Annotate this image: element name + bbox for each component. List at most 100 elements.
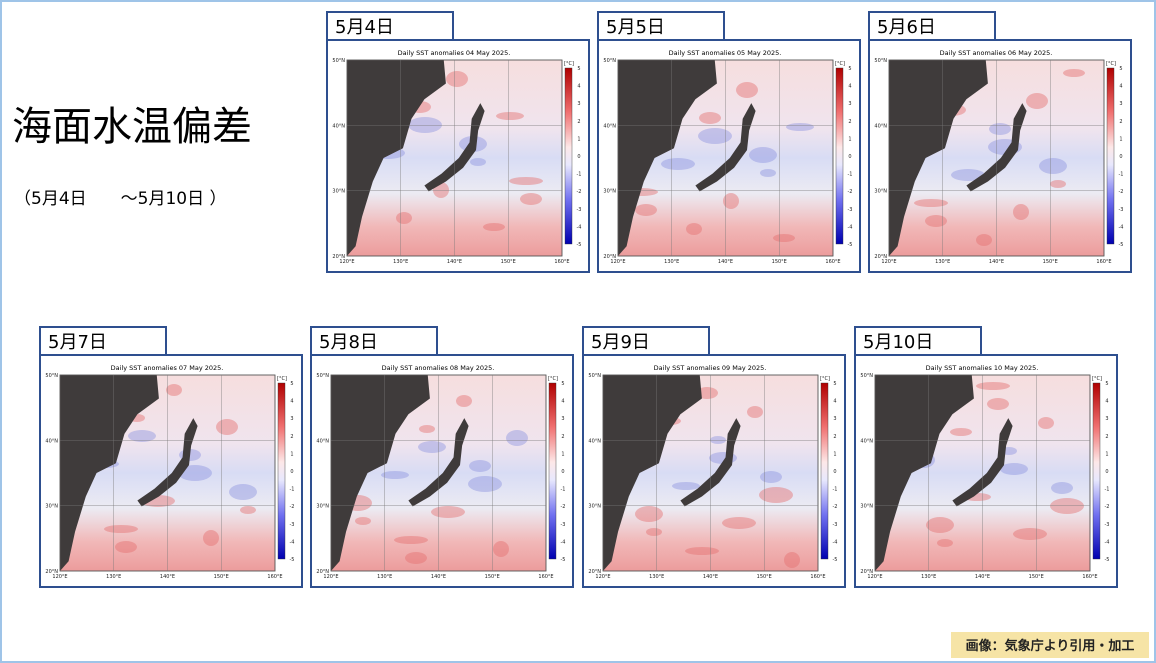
lon-label: 140°E: [975, 574, 990, 580]
lon-label: 130°E: [393, 259, 408, 265]
lat-label: 20°N: [588, 569, 601, 575]
anomaly-patch: [229, 484, 257, 500]
anomaly-patch: [950, 428, 972, 436]
lon-label: 140°E: [989, 259, 1004, 265]
colorbar-tick-label: -2: [561, 504, 566, 510]
colorbar-tick-label: -1: [1119, 172, 1124, 178]
map-title: Daily SST anomalies 06 May 2025.: [940, 49, 1053, 57]
anomaly-patch: [493, 541, 509, 557]
colorbar-tick-label: 3: [833, 416, 836, 422]
lat-label: 40°N: [316, 438, 329, 444]
lon-label: 120°E: [339, 259, 354, 265]
land: [875, 375, 974, 571]
lat-label: 50°N: [45, 373, 58, 379]
map-title: Daily SST anomalies 08 May 2025.: [382, 364, 495, 372]
anomaly-patch: [496, 112, 524, 120]
colorbar-tick-label: 0: [1105, 469, 1108, 475]
anomaly-patch: [685, 547, 719, 555]
colorbar-tick-label: 0: [833, 469, 836, 475]
anomaly-patch: [925, 215, 947, 227]
colorbar-tick-label: -2: [848, 189, 853, 195]
lat-label: 50°N: [316, 373, 329, 379]
panel-label: 5月7日: [48, 332, 107, 353]
colorbar-tick-label: -2: [833, 504, 838, 510]
colorbar-tick-label: 2: [1119, 119, 1122, 125]
lat-label: 20°N: [603, 254, 616, 260]
anomaly-patch: [937, 539, 953, 547]
colorbar: [820, 382, 829, 560]
colorbar-tick-label: -3: [1105, 522, 1110, 528]
anomaly-patch: [1039, 158, 1067, 174]
lat-label: 30°N: [603, 189, 616, 195]
lon-label: 150°E: [485, 574, 500, 580]
anomaly-patch: [760, 169, 776, 177]
colorbar-tick-label: -4: [848, 224, 853, 230]
colorbar-tick-label: 1: [577, 136, 580, 142]
colorbar-tick-label: -5: [561, 557, 566, 563]
map-title: Daily SST anomalies 07 May 2025.: [111, 364, 224, 372]
anomaly-patch: [1013, 528, 1047, 540]
land: [889, 60, 988, 256]
map-title: Daily SST anomalies 05 May 2025.: [669, 49, 782, 57]
colorbar-tick-label: 2: [290, 434, 293, 440]
colorbar-tick-label: 2: [577, 119, 580, 125]
anomaly-patch: [686, 223, 702, 235]
anomaly-patch: [951, 169, 985, 181]
anomaly-patch: [456, 395, 472, 407]
anomaly-patch: [166, 384, 182, 396]
lon-label: 120°E: [595, 574, 610, 580]
colorbar-unit: [°C]: [564, 61, 574, 67]
lat-label: 20°N: [45, 569, 58, 575]
colorbar: [1092, 382, 1101, 560]
lon-label: 160°E: [267, 574, 282, 580]
colorbar-tick-label: 4: [833, 399, 836, 405]
title: 海面水温偏差: [12, 104, 252, 150]
colorbar-tick-label: -2: [290, 504, 295, 510]
lon-label: 130°E: [664, 259, 679, 265]
panel-label-box: [326, 11, 454, 41]
lon-label: 120°E: [610, 259, 625, 265]
colorbar-tick-label: 2: [848, 119, 851, 125]
anomaly-patch: [381, 471, 409, 479]
anomaly-patch: [635, 204, 657, 216]
colorbar-tick-label: -2: [1119, 189, 1124, 195]
land: [603, 375, 702, 571]
map-panel: 5月6日 Daily SST anomalies 06 May 2025. 50°N…: [868, 11, 1132, 273]
colorbar-tick-label: -5: [833, 557, 838, 563]
panel-label-box: [868, 11, 996, 41]
anomaly-patch: [509, 177, 543, 185]
lon-label: 160°E: [1082, 574, 1097, 580]
lat-label: 50°N: [588, 373, 601, 379]
lon-label: 130°E: [649, 574, 664, 580]
colorbar-tick-label: -5: [1105, 557, 1110, 563]
lat-label: 40°N: [874, 123, 887, 129]
colorbar-tick-label: 0: [577, 154, 580, 160]
anomaly-patch: [418, 441, 446, 453]
anomaly-patch: [1013, 204, 1029, 220]
anomaly-patch: [773, 234, 795, 242]
lon-label: 140°E: [703, 574, 718, 580]
colorbar: [548, 382, 557, 560]
anomaly-patch: [468, 476, 502, 492]
lat-label: 20°N: [332, 254, 345, 260]
anomaly-patch: [749, 147, 777, 163]
lat-label: 30°N: [332, 189, 345, 195]
colorbar-unit: [°C]: [277, 376, 287, 382]
anomaly-patch: [104, 525, 138, 533]
anomaly-patch: [759, 487, 793, 503]
lon-label: 160°E: [1096, 259, 1111, 265]
anomaly-patch: [786, 123, 814, 131]
lon-label: 140°E: [447, 259, 462, 265]
colorbar-tick-label: 5: [577, 66, 580, 72]
colorbar-tick-label: -1: [848, 172, 853, 178]
anomaly-patch: [672, 482, 700, 490]
lon-label: 130°E: [935, 259, 950, 265]
colorbar-tick-label: -3: [561, 522, 566, 528]
anomaly-patch: [506, 430, 528, 446]
anomaly-patch: [446, 71, 468, 87]
colorbar-tick-label: 1: [833, 451, 836, 457]
anomaly-patch: [240, 506, 256, 514]
anomaly-patch: [178, 465, 212, 481]
lat-label: 50°N: [860, 373, 873, 379]
credit: 画像：気象庁より引用・加工: [966, 638, 1135, 654]
